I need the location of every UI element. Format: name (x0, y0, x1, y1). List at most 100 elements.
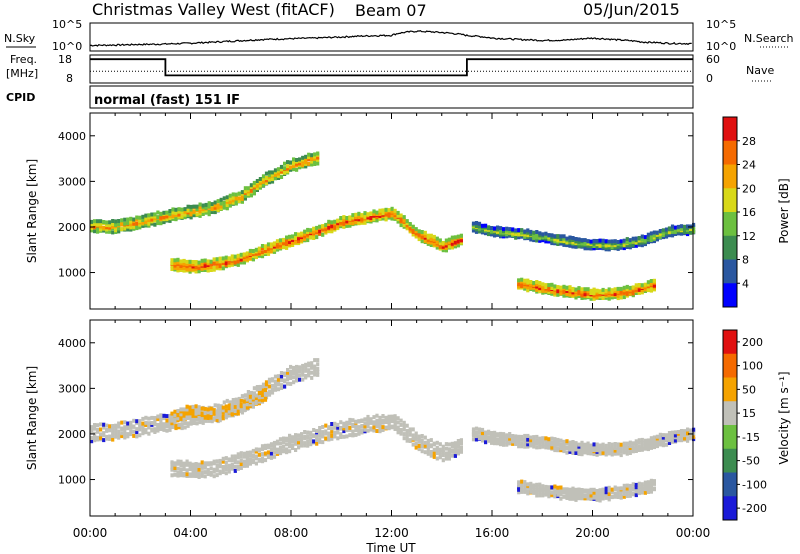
velocity-cell (221, 414, 225, 419)
velocity-cell (369, 417, 373, 422)
velocity-cell (147, 416, 151, 421)
velocity-cell (661, 433, 665, 438)
power-cell (273, 168, 278, 173)
velocity-cell (224, 413, 228, 418)
velocity-colorbar-swatch (723, 353, 737, 378)
power-cell (336, 218, 340, 223)
power-cell (640, 240, 644, 245)
velocity-cell (441, 448, 445, 453)
power-cell (679, 224, 684, 229)
velocity-cell (619, 453, 623, 458)
power-cell (577, 286, 581, 291)
power-cell (327, 225, 331, 230)
power-cell (286, 164, 290, 169)
power-cell (212, 261, 216, 266)
velocity-cell (357, 419, 361, 424)
velocity-cell (276, 387, 281, 392)
velocity-cell (286, 381, 290, 386)
power-cell (456, 239, 460, 244)
velocity-cell (245, 463, 249, 468)
power-cell (282, 245, 286, 250)
velocity-cell (577, 442, 581, 447)
power-cell (189, 215, 193, 220)
power-cell (292, 157, 296, 162)
velocity-cell (102, 433, 106, 438)
velocity-cell (301, 363, 305, 368)
velocity-colorbar-swatch (723, 448, 737, 473)
velocity-cell (556, 440, 560, 445)
power-cell (291, 234, 295, 239)
power-cell (257, 246, 261, 251)
power-cell (565, 285, 569, 290)
velocity-cell (637, 490, 641, 494)
velocity-cell (185, 407, 189, 412)
power-cell (420, 234, 424, 239)
velocity-cell (583, 496, 587, 501)
power-cell (568, 288, 572, 293)
velocity-cell (568, 487, 572, 492)
power-cell (550, 241, 554, 246)
velocity-cell (173, 468, 177, 473)
velocity-cell (523, 480, 527, 485)
velocity-cell (595, 445, 599, 450)
velocity-cell (316, 372, 320, 377)
power-cell (562, 242, 566, 247)
velocity-cell (224, 408, 228, 413)
power-cell (523, 234, 527, 239)
power-cell (577, 244, 581, 249)
power-cell (102, 220, 106, 224)
velocity-cell (188, 472, 192, 477)
velocity-cell (291, 439, 295, 444)
velocity-cell (197, 471, 201, 476)
velocity-cell (245, 402, 249, 407)
velocity-cell (195, 421, 199, 426)
power-cell (327, 229, 331, 234)
velocity-cell (574, 441, 578, 446)
velocity-cell (215, 463, 219, 468)
velocity-cell (222, 400, 226, 405)
velocity-cell (607, 485, 611, 490)
power-cell (565, 292, 569, 297)
velocity-cell (324, 423, 328, 428)
velocity-cell (153, 416, 157, 420)
velocity-cell (99, 432, 103, 437)
power-cell (289, 167, 293, 172)
power-cell (242, 257, 246, 262)
power-cell (219, 204, 223, 209)
velocity-cell (378, 415, 382, 420)
velocity-cell (313, 358, 317, 363)
velocity-cell (616, 445, 620, 450)
velocity-cell (174, 423, 178, 428)
velocity-cell (402, 424, 406, 429)
velocity-cell (345, 427, 349, 432)
velocity-cell (224, 471, 228, 476)
velocity-cell (333, 425, 337, 430)
power-cell (616, 244, 620, 249)
power-cell (240, 194, 244, 199)
velocity-cell (450, 441, 454, 446)
velocity-cell (634, 485, 638, 490)
velocity-cell (176, 459, 180, 464)
power-cell (595, 295, 599, 300)
time-tick-label: 00:00 (73, 526, 108, 540)
velocity-cell (420, 438, 424, 443)
velocity-cell (260, 393, 265, 398)
power-cell (303, 234, 307, 239)
power-cell (159, 215, 163, 220)
velocity-cell (93, 426, 97, 431)
power-cell (598, 289, 602, 294)
power-cell (304, 154, 308, 159)
velocity-cell (679, 429, 684, 433)
velocity-cell (577, 487, 581, 492)
power-cell (622, 242, 626, 247)
velocity-cell (182, 411, 186, 416)
velocity-cell (532, 444, 536, 449)
power-cell (679, 231, 684, 236)
velocity-cell (408, 438, 412, 443)
velocity-cell (559, 446, 563, 451)
velocity-cell (261, 388, 266, 393)
power-cell (580, 243, 584, 248)
power-cell (538, 289, 542, 294)
velocity-cell (378, 429, 382, 434)
power-cell (616, 240, 620, 244)
